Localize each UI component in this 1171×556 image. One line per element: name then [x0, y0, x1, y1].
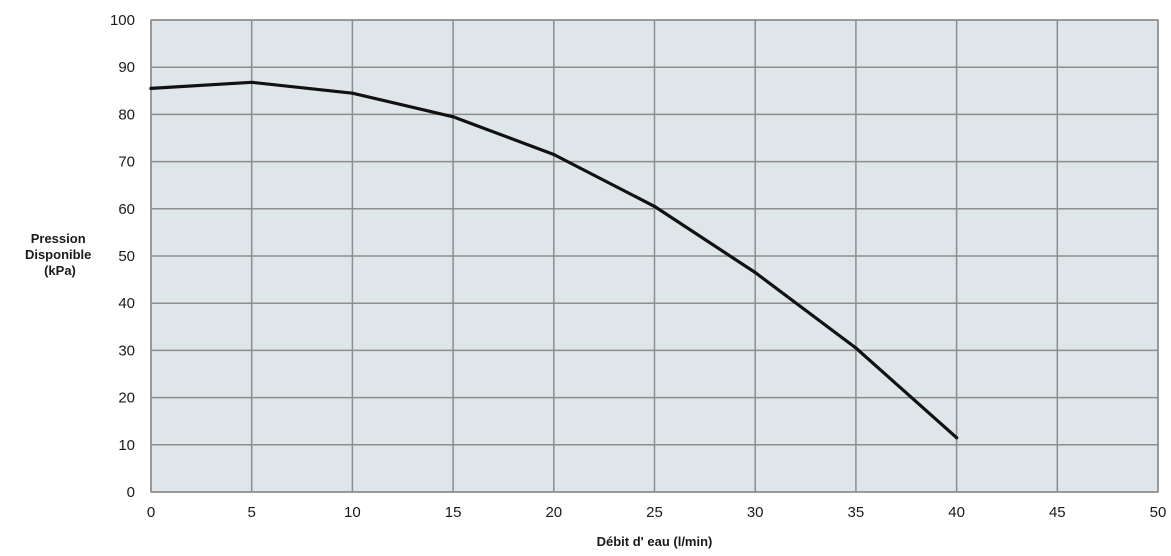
x-tick-label: 30 — [747, 504, 764, 521]
x-tick-label: 25 — [646, 504, 663, 521]
y-axis-title-line-3: (kPa) — [44, 263, 76, 278]
y-tick-label: 20 — [118, 390, 135, 407]
x-tick-label: 10 — [344, 504, 361, 521]
x-axis-ticks: 0 5 10 15 20 25 30 35 40 45 50 — [147, 504, 1167, 521]
data-point — [652, 204, 657, 209]
data-point — [955, 436, 959, 440]
y-tick-label: 10 — [118, 437, 135, 454]
y-tick-label: 0 — [127, 484, 135, 501]
data-point — [149, 86, 153, 91]
y-axis-ticks: 0 10 20 30 40 50 60 70 80 90 100 — [110, 12, 135, 501]
x-axis-title: Débit d' eau (l/min) — [597, 534, 713, 549]
y-tick-label: 100 — [110, 12, 135, 29]
series-layer — [149, 80, 959, 440]
y-axis-title-line-2: Disponible — [25, 247, 91, 262]
y-tick-label: 90 — [118, 59, 135, 76]
x-tick-label: 5 — [248, 504, 256, 521]
y-tick-label: 80 — [118, 106, 135, 123]
y-tick-label: 60 — [118, 201, 135, 218]
y-tick-label: 30 — [118, 342, 135, 359]
x-tick-label: 50 — [1150, 504, 1167, 521]
x-tick-label: 40 — [948, 504, 965, 521]
data-point — [552, 152, 556, 157]
y-axis-title-line-1: Pression — [31, 231, 86, 246]
x-tick-label: 35 — [848, 504, 865, 521]
y-tick-label: 70 — [118, 154, 135, 171]
x-tick-label: 15 — [445, 504, 462, 521]
data-point — [753, 270, 757, 275]
data-point — [250, 80, 254, 84]
y-axis-title: Pression Disponible (kPa) — [25, 231, 95, 278]
data-point — [451, 115, 455, 119]
y-tick-label: 50 — [118, 248, 135, 265]
x-tick-label: 0 — [147, 504, 155, 521]
grid-lines — [150, 19, 1159, 493]
data-point — [350, 91, 354, 95]
data-point — [854, 346, 858, 350]
x-tick-label: 45 — [1049, 504, 1066, 521]
y-tick-label: 40 — [118, 295, 135, 312]
x-tick-label: 20 — [545, 504, 562, 521]
